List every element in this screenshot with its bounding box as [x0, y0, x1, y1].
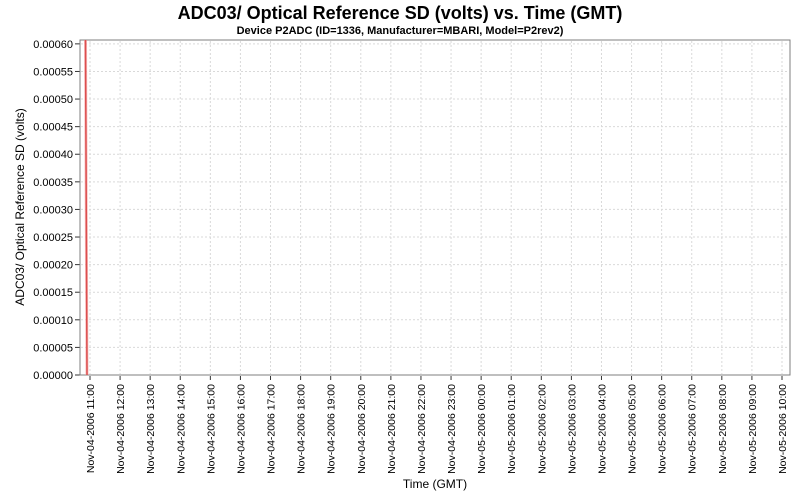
- x-tick-label: Nov-04-2006 23:00: [446, 384, 458, 474]
- y-tick-label: 0.00005: [33, 342, 73, 354]
- y-tick-label: 0.00055: [33, 66, 73, 78]
- x-tick-label: Nov-05-2006 03:00: [566, 384, 578, 474]
- x-tick-label: Nov-04-2006 21:00: [386, 384, 398, 474]
- y-tick-label: 0.00060: [33, 39, 73, 51]
- x-tick-label: Nov-04-2006 20:00: [356, 384, 368, 474]
- x-axis-title: Time (GMT): [402, 477, 468, 491]
- y-tick-label: 0.00045: [33, 122, 73, 134]
- x-tick-label: Nov-04-2006 19:00: [326, 384, 338, 474]
- x-tick-label: Nov-05-2006 05:00: [627, 384, 639, 474]
- x-tick-label: Nov-04-2006 11:00: [85, 384, 97, 473]
- x-tick-label: Nov-05-2006 06:00: [657, 384, 669, 474]
- x-tick-label: Nov-05-2006 01:00: [506, 384, 518, 474]
- x-tick-label: Nov-05-2006 00:00: [476, 384, 488, 474]
- x-tick-label: Nov-05-2006 07:00: [687, 384, 699, 474]
- y-tick-label: 0.00015: [33, 287, 73, 299]
- x-tick-label: Nov-05-2006 08:00: [717, 384, 729, 474]
- x-tick-label: Nov-04-2006 15:00: [205, 384, 217, 474]
- y-tick-label: 0.00035: [33, 177, 73, 189]
- chart-subtitle: Device P2ADC (ID=1336, Manufacturer=MBAR…: [236, 25, 564, 37]
- y-tick-label: 0.00010: [33, 315, 73, 327]
- x-tick-label: Nov-04-2006 17:00: [266, 384, 278, 474]
- y-tick-label: 0.00030: [33, 204, 73, 216]
- y-tick-label: 0.00050: [33, 94, 73, 106]
- y-tick-label: 0.00025: [33, 232, 73, 244]
- series-line: [84, 39, 88, 376]
- x-tick-label: Nov-04-2006 12:00: [115, 384, 127, 474]
- x-tick-label: Nov-05-2006 02:00: [536, 384, 548, 474]
- chart-title: ADC03/ Optical Reference SD (volts) vs. …: [177, 3, 623, 23]
- y-tick-label: 0.00040: [33, 149, 73, 161]
- plot-border: [79, 39, 791, 376]
- x-tick-label: Nov-04-2006 13:00: [145, 384, 157, 474]
- y-tick-label: 0.00020: [33, 260, 73, 272]
- x-tick-label: Nov-04-2006 22:00: [416, 384, 428, 474]
- x-tick-label: Nov-05-2006 09:00: [747, 384, 759, 474]
- x-tick-label: Nov-04-2006 14:00: [175, 384, 187, 474]
- x-tick-label: Nov-04-2006 18:00: [296, 384, 308, 474]
- x-tick-label: Nov-05-2006 10:00: [777, 384, 789, 474]
- x-tick-label: Nov-05-2006 04:00: [596, 384, 608, 474]
- x-tick-label: Nov-04-2006 16:00: [235, 384, 247, 474]
- y-tick-label: 0.00000: [33, 370, 73, 382]
